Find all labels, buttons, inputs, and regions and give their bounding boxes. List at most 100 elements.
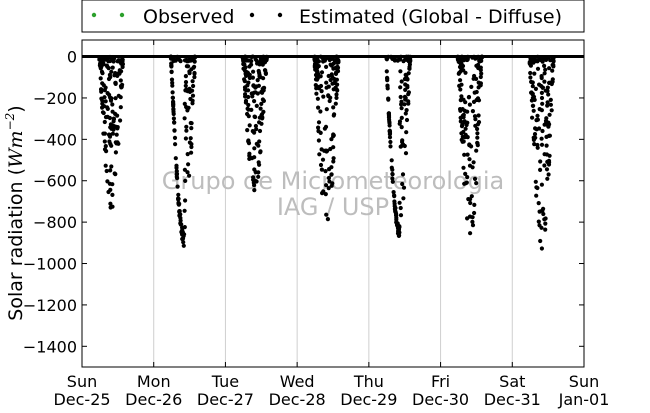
estimated-point <box>468 200 473 206</box>
estimated-point <box>457 64 463 70</box>
legend-estimated-marker <box>249 12 255 18</box>
estimated-point <box>320 191 325 196</box>
estimated-point <box>472 202 477 207</box>
estimated-point <box>331 159 336 164</box>
y-tick-label: −1200 <box>23 296 77 315</box>
estimated-point <box>543 221 548 226</box>
estimated-point <box>539 182 545 187</box>
estimated-point <box>103 99 108 104</box>
estimated-point <box>113 96 118 101</box>
estimated-point <box>533 86 539 91</box>
x-tick-label-day: Sat <box>499 372 525 391</box>
legend-observed-marker <box>91 12 97 18</box>
estimated-point <box>539 95 545 101</box>
estimated-point <box>458 87 463 92</box>
estimated-point <box>461 165 466 170</box>
estimated-point <box>542 163 547 168</box>
estimated-point <box>478 65 483 70</box>
estimated-point <box>326 73 331 79</box>
estimated-point <box>539 246 545 251</box>
estimated-point <box>401 59 406 64</box>
estimated-point <box>324 212 329 217</box>
estimated-point <box>536 219 541 224</box>
estimated-point <box>461 129 466 135</box>
estimated-point <box>171 58 176 64</box>
estimated-point <box>170 95 175 100</box>
estimated-point <box>115 140 120 145</box>
y-axis-ticks: 0 −200 −400 −600 −800 −1000 −1200 −1400 <box>23 48 584 356</box>
x-tick-label-day: Mon <box>137 372 171 391</box>
estimated-point <box>327 98 332 104</box>
estimated-point <box>102 88 107 93</box>
estimated-point <box>539 108 545 113</box>
estimated-point <box>332 76 337 82</box>
estimated-point <box>540 128 545 134</box>
estimated-point <box>112 171 117 176</box>
estimated-point <box>170 83 175 88</box>
estimated-point <box>539 83 544 89</box>
estimated-point <box>183 136 188 141</box>
data-points <box>97 54 556 251</box>
estimated-point <box>173 142 178 147</box>
estimated-point <box>478 81 483 86</box>
estimated-point <box>540 101 545 106</box>
estimated-point <box>541 211 546 217</box>
estimated-point <box>533 179 538 184</box>
estimated-point <box>548 97 553 102</box>
estimated-point <box>392 199 397 204</box>
estimated-point <box>531 108 536 113</box>
estimated-point <box>189 121 194 126</box>
estimated-point <box>182 208 187 213</box>
estimated-point <box>392 193 397 198</box>
estimated-point <box>254 127 259 132</box>
estimated-point <box>403 151 409 156</box>
estimated-point <box>102 147 108 152</box>
estimated-point <box>189 126 194 131</box>
estimated-point <box>177 209 182 214</box>
estimated-point <box>546 92 551 97</box>
estimated-point <box>315 96 320 101</box>
estimated-point <box>106 76 112 82</box>
estimated-point <box>187 71 192 76</box>
estimated-point <box>475 126 480 132</box>
estimated-point <box>104 168 109 174</box>
estimated-point <box>251 69 256 74</box>
estimated-point <box>106 66 111 71</box>
estimated-point <box>537 223 542 228</box>
estimated-point <box>108 98 114 103</box>
estimated-point <box>530 84 535 89</box>
estimated-point <box>115 59 120 64</box>
estimated-point <box>326 93 331 98</box>
estimated-point <box>399 106 404 111</box>
estimated-point <box>331 156 336 161</box>
estimated-point <box>105 114 110 119</box>
estimated-point <box>118 78 123 83</box>
estimated-point <box>183 178 188 183</box>
x-tick-label-day: Tue <box>211 372 239 391</box>
estimated-point <box>535 113 540 118</box>
estimated-point <box>470 223 476 228</box>
estimated-point <box>183 198 188 203</box>
estimated-point <box>400 138 405 143</box>
estimated-point <box>108 201 113 206</box>
estimated-point <box>103 144 108 149</box>
legend-estimated-marker <box>277 12 283 18</box>
estimated-point <box>105 91 110 96</box>
estimated-point <box>335 69 341 74</box>
x-tick-label-day: Sun <box>67 372 97 391</box>
estimated-point <box>323 192 328 197</box>
estimated-point <box>469 194 474 199</box>
estimated-point <box>479 71 484 76</box>
estimated-point <box>384 69 389 74</box>
estimated-point <box>533 58 538 64</box>
estimated-point <box>326 186 331 191</box>
estimated-point <box>395 221 400 226</box>
estimated-point <box>459 124 465 129</box>
estimated-point <box>329 172 334 177</box>
estimated-point <box>173 156 178 161</box>
estimated-point <box>390 179 395 184</box>
estimated-point <box>457 83 462 88</box>
estimated-point <box>190 101 195 106</box>
estimated-point <box>466 95 471 100</box>
estimated-point <box>397 233 402 238</box>
